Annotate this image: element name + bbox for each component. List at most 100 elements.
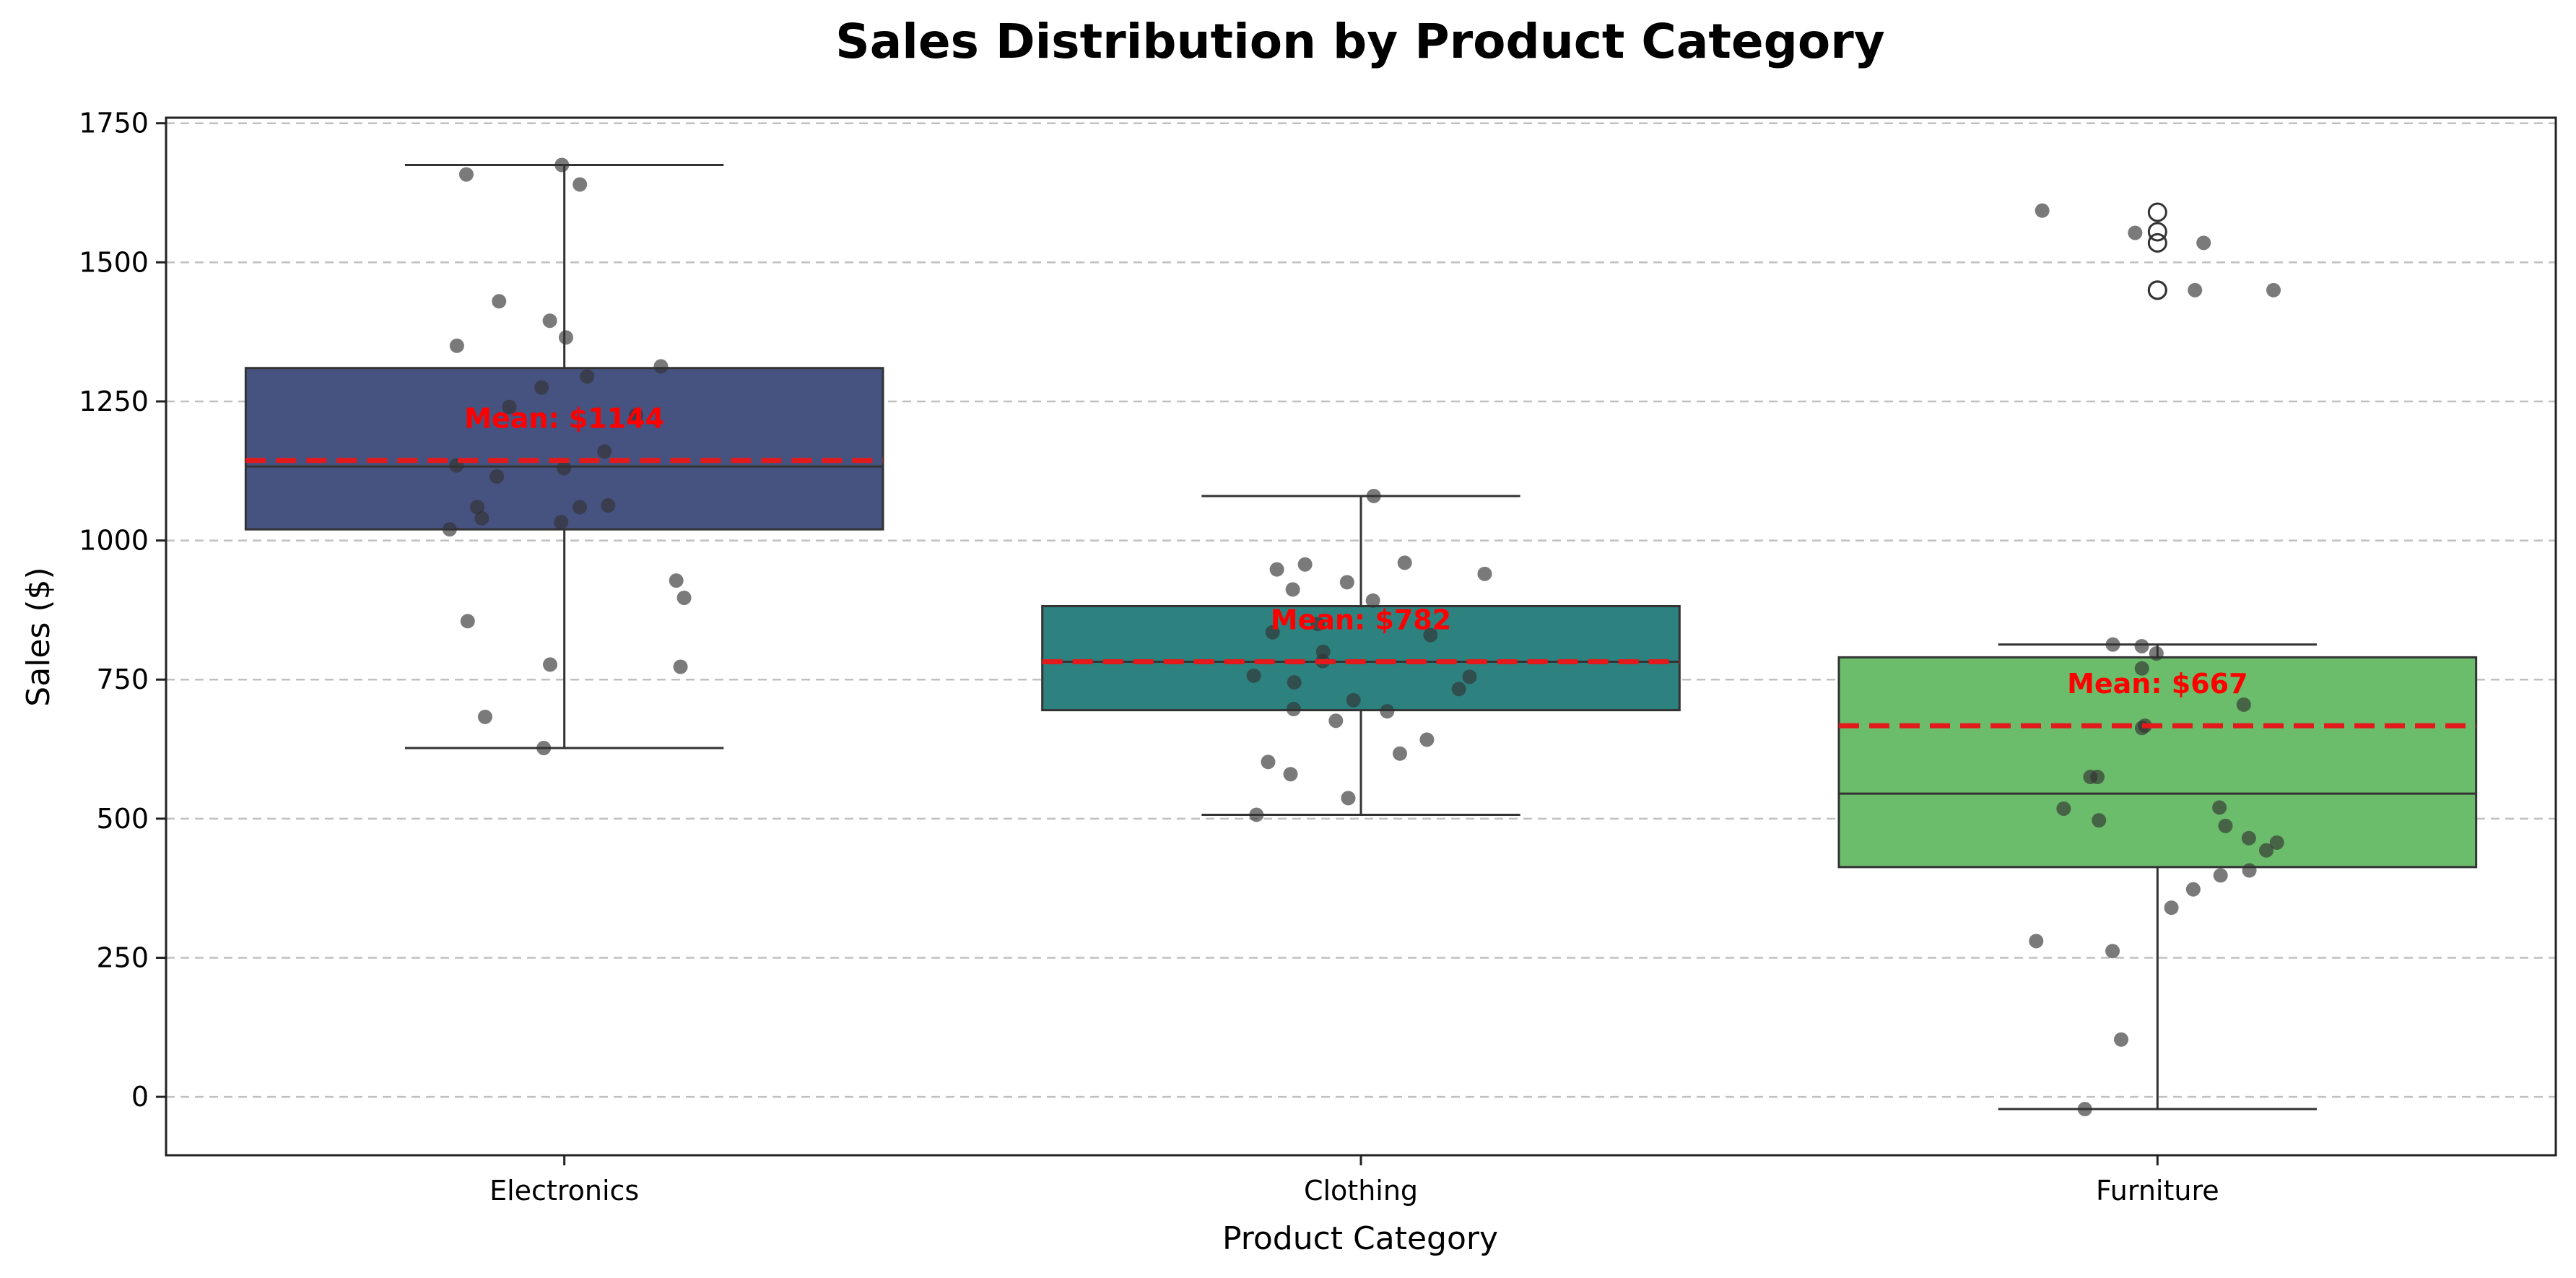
data-point <box>2149 646 2164 661</box>
data-point <box>1261 755 1276 770</box>
data-point <box>1419 732 1435 747</box>
box-clothing <box>1041 605 1681 712</box>
data-point <box>542 313 557 329</box>
outlier-marker <box>2147 280 2167 300</box>
data-point <box>1283 767 1298 782</box>
data-point <box>1365 593 1380 608</box>
data-point <box>534 380 549 395</box>
y-tick-label: 250 <box>96 942 149 973</box>
data-point <box>676 590 692 605</box>
data-point <box>573 177 588 192</box>
mean-label: Mean: $667 <box>2067 668 2248 700</box>
data-point <box>653 359 669 374</box>
data-point <box>449 338 464 353</box>
data-point <box>1246 668 1261 683</box>
data-point <box>477 709 492 724</box>
x-axis: Electronics Clothing Furniture <box>489 1155 2219 1207</box>
data-point <box>601 498 616 513</box>
data-point <box>2056 801 2071 816</box>
data-point <box>542 657 557 672</box>
data-point <box>1339 575 1354 590</box>
data-point <box>2035 203 2050 218</box>
data-point <box>489 469 505 484</box>
data-point <box>597 444 612 459</box>
data-point <box>557 461 572 476</box>
data-point <box>1477 566 1492 581</box>
y-tick-label: 1750 <box>79 108 149 139</box>
data-point <box>2212 800 2227 815</box>
y-tick-label: 750 <box>96 664 149 695</box>
data-point <box>2105 944 2120 959</box>
data-point <box>554 515 569 530</box>
data-point <box>1286 702 1301 717</box>
data-point <box>2236 697 2251 712</box>
data-point <box>2269 835 2284 850</box>
data-point <box>1462 669 1477 684</box>
data-point <box>1341 791 1356 806</box>
data-point <box>2196 235 2211 251</box>
data-point <box>2185 882 2201 897</box>
outlier-marker <box>2147 202 2167 222</box>
box-electronics <box>244 367 884 531</box>
mean-label: Mean: $1144 <box>464 403 664 435</box>
data-point <box>1451 682 1466 697</box>
data-point <box>2259 843 2274 858</box>
data-point <box>2029 934 2044 949</box>
chart-title: Sales Distribution by Product Category <box>835 14 1885 69</box>
data-point <box>2218 818 2233 833</box>
data-point <box>502 399 517 414</box>
data-point <box>554 157 570 173</box>
data-point <box>580 369 595 384</box>
box-furniture <box>1837 656 2478 869</box>
y-axis: 0 250 500 750 1000 1250 1500 1750 <box>79 108 166 1113</box>
x-axis-label: Product Category <box>1222 1220 1498 1257</box>
data-point <box>2134 661 2149 676</box>
y-tick-label: 1000 <box>79 525 149 557</box>
data-point <box>1265 625 1280 640</box>
data-point <box>2077 1102 2092 1117</box>
points-layer <box>442 157 2284 1117</box>
data-point <box>1346 692 1361 708</box>
y-axis-label: Sales ($) <box>20 567 57 706</box>
data-point <box>469 500 484 515</box>
data-point <box>2105 637 2120 652</box>
means-layer: Mean: $1144 Mean: $782 Mean: $667 <box>245 403 2476 729</box>
data-point <box>2128 225 2143 240</box>
data-point <box>2092 813 2107 828</box>
data-point <box>1366 488 1381 503</box>
data-point <box>1328 713 1344 729</box>
data-point <box>673 659 688 674</box>
mean-label: Mean: $782 <box>1271 604 1451 636</box>
data-point <box>1269 562 1284 577</box>
data-point <box>2114 1032 2129 1047</box>
x-tick-label: Furniture <box>2096 1175 2219 1207</box>
data-point <box>1285 582 1300 597</box>
data-point <box>1397 555 1412 570</box>
data-point <box>2188 282 2203 297</box>
data-point <box>1249 807 1264 822</box>
outlier-marker <box>2147 222 2167 242</box>
boxes-layer <box>244 163 2478 1110</box>
data-point <box>572 500 587 515</box>
y-tick-label: 1500 <box>79 246 149 278</box>
data-point <box>1380 704 1395 719</box>
data-point <box>458 167 474 182</box>
data-point <box>669 573 684 588</box>
data-point <box>1287 675 1302 690</box>
y-tick-label: 500 <box>96 803 149 835</box>
data-point <box>2213 868 2228 883</box>
data-point <box>2241 830 2256 846</box>
data-point <box>442 522 457 537</box>
data-point <box>1423 627 1438 643</box>
data-point <box>1310 617 1326 632</box>
x-tick-label: Clothing <box>1304 1175 1418 1207</box>
data-point <box>2164 900 2179 916</box>
data-point <box>536 740 552 755</box>
data-point <box>474 510 489 526</box>
y-tick-label: 0 <box>131 1081 149 1113</box>
data-point <box>2242 863 2257 878</box>
data-point <box>1392 746 1407 761</box>
data-point <box>460 614 475 629</box>
outlier-marker <box>2147 232 2167 253</box>
